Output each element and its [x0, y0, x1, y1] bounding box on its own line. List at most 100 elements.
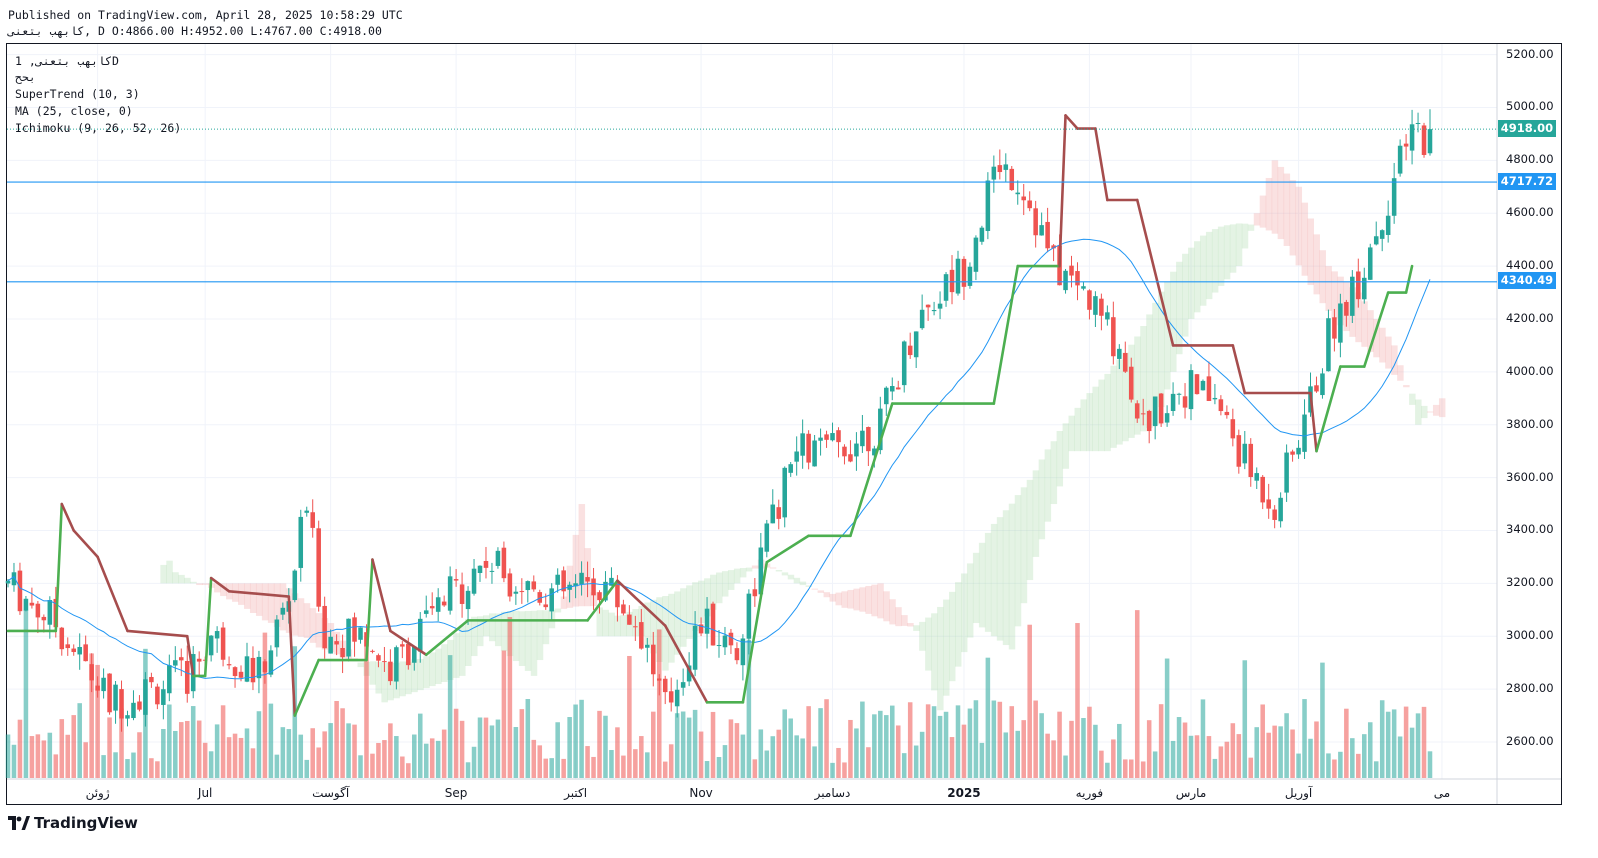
- volume-bar: [388, 723, 393, 778]
- supertrend-segment: [96, 555, 129, 633]
- volume-bar: [549, 758, 554, 778]
- cloud-segment: [249, 583, 257, 613]
- volume-bar: [1045, 733, 1050, 778]
- volume-bar: [597, 710, 602, 778]
- cloud-segment: [919, 621, 926, 651]
- candle-body: [1296, 447, 1301, 455]
- cloud-segment: [1062, 423, 1070, 469]
- candle-body: [884, 387, 889, 405]
- tradingview-logo[interactable]: TradingView: [8, 814, 138, 832]
- candle-body: [961, 258, 967, 287]
- cloud-segment: [1223, 225, 1231, 280]
- candle-body: [268, 650, 274, 675]
- volume-bar: [1182, 722, 1188, 778]
- time-tick-label: می: [1433, 786, 1451, 800]
- candle-body: [65, 644, 71, 649]
- candle-body: [262, 661, 268, 673]
- time-tick-label: دسامبر: [814, 786, 851, 800]
- volume-bar: [101, 755, 106, 778]
- volume-bar: [89, 653, 94, 778]
- volume-bar: [400, 756, 405, 778]
- cloud-segment: [823, 592, 831, 598]
- cloud-segment: [1116, 359, 1123, 445]
- volume-bar: [304, 759, 310, 778]
- price-tick-label: 3200.00: [1506, 575, 1554, 590]
- volume-bar: [1218, 746, 1224, 778]
- supertrend-segment: [72, 529, 99, 559]
- candle-body: [860, 430, 865, 447]
- candle-body: [1344, 301, 1349, 316]
- candle-body: [925, 304, 931, 308]
- candle-body: [645, 644, 650, 648]
- cloud-segment: [1134, 336, 1141, 435]
- candle-body: [507, 573, 513, 597]
- legend-supertrend[interactable]: SuperTrend (10, 3): [15, 87, 140, 101]
- cloud-segment: [1259, 195, 1267, 228]
- candle-body: [979, 227, 985, 242]
- candle-body: [1218, 399, 1224, 412]
- volume-bar: [1362, 734, 1367, 778]
- cloud-segment: [793, 577, 801, 584]
- candle-body: [704, 608, 710, 634]
- candle-body: [1421, 125, 1427, 155]
- candle-body: [1039, 225, 1044, 236]
- cloud-segment: [1080, 399, 1087, 452]
- cloud-segment: [1247, 224, 1255, 231]
- candle-body: [214, 631, 220, 639]
- candle-body: [77, 646, 82, 655]
- candle-body: [155, 686, 160, 705]
- cloud-segment: [1068, 415, 1075, 452]
- cloud-segment: [369, 661, 376, 685]
- volume-bar: [334, 700, 339, 778]
- candle-body: [513, 591, 519, 594]
- cloud-segment: [1271, 160, 1279, 234]
- volume-bar: [1308, 738, 1313, 778]
- cloud-segment: [315, 613, 323, 648]
- cloud-segment: [1289, 180, 1297, 256]
- cloud-segment: [841, 591, 848, 608]
- volume-bar: [1057, 711, 1062, 778]
- volume-bar: [573, 704, 578, 778]
- volume-bar: [878, 710, 883, 778]
- volume-bar: [889, 705, 895, 778]
- cloud-segment: [202, 583, 209, 585]
- supertrend-segment: [389, 629, 428, 657]
- candle-body: [1063, 270, 1068, 291]
- candle-body: [1128, 366, 1134, 400]
- candle-body: [794, 451, 799, 462]
- cloud-segment: [1164, 282, 1171, 390]
- candle-body: [985, 180, 991, 231]
- chart-frame[interactable]: [6, 43, 1562, 805]
- candle-body: [274, 619, 280, 648]
- candle-body: [352, 617, 357, 642]
- volume-bar: [997, 701, 1003, 778]
- volume-bar: [364, 636, 369, 778]
- volume-bar: [1373, 761, 1379, 778]
- volume-bar: [131, 752, 136, 778]
- candle-body: [23, 598, 29, 611]
- candle-body: [1164, 413, 1170, 423]
- supertrend-segment: [616, 579, 667, 627]
- legend-ichimoku[interactable]: Ichimoku (9, 26, 52, 26): [15, 121, 182, 135]
- cloud-segment: [482, 615, 490, 637]
- volume-bar: [358, 755, 363, 778]
- candle-body: [358, 627, 363, 640]
- volume-bar: [794, 735, 799, 778]
- volume-bar: [149, 758, 154, 778]
- legend-ma[interactable]: MA (25, close, 0): [15, 104, 133, 118]
- cloud-segment: [698, 580, 705, 624]
- cloud-segment: [895, 607, 902, 627]
- candle-body: [1260, 476, 1265, 503]
- volume-bar: [1081, 718, 1086, 778]
- volume-bar: [812, 746, 817, 778]
- volume-bar: [716, 756, 722, 778]
- volume-bar: [1087, 706, 1092, 778]
- volume-bar: [1194, 735, 1200, 778]
- candle-body: [656, 678, 662, 681]
- volume-bar: [770, 736, 776, 778]
- volume-bar: [178, 722, 184, 778]
- cloud-segment: [1074, 407, 1081, 452]
- cloud-segment: [901, 615, 908, 626]
- cloud-segment: [417, 658, 424, 691]
